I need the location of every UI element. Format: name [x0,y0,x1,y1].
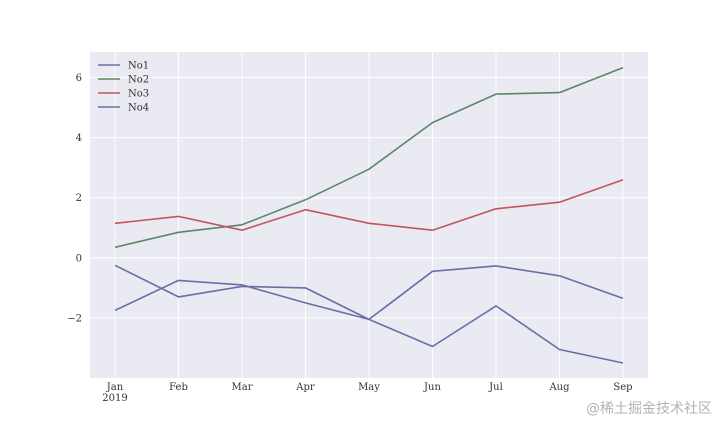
x-tick-label: Aug [548,382,570,393]
legend: No1 No2 No3 No4 [98,61,149,114]
x-tick-label: Jun [423,382,441,393]
x-tick-label: Sep [613,382,632,393]
x-tick-label: Jan 2019 [102,382,127,404]
x-tick-label: May [358,382,380,393]
y-tick-label: 6 [76,73,82,84]
y-tick-label: 4 [76,133,82,144]
y-tick-label: 2 [76,193,82,204]
legend-label: No3 [128,89,149,100]
series-line-no2 [114,66,624,249]
x-tick-label: Mar [232,382,253,393]
x-tick-label: Apr [295,382,315,393]
axes: −2 0 2 4 6 Jan 2019 Feb Mar Apr May Jun Jul Aug Sep [67,73,632,404]
series-line-no3 [114,178,624,231]
watermark: @稀土掘金技术社区 [586,401,712,417]
series-line-no4 [114,264,624,364]
series-lines [114,66,624,364]
x-tick-label: Jul [488,382,503,393]
y-tick-label: −2 [67,313,82,324]
grid [90,52,648,378]
y-tick-label: 0 [76,253,82,264]
x-tick-label: Feb [169,382,188,393]
legend-label: No2 [128,75,149,86]
legend-label: No4 [128,103,149,114]
legend-label: No1 [128,61,149,72]
